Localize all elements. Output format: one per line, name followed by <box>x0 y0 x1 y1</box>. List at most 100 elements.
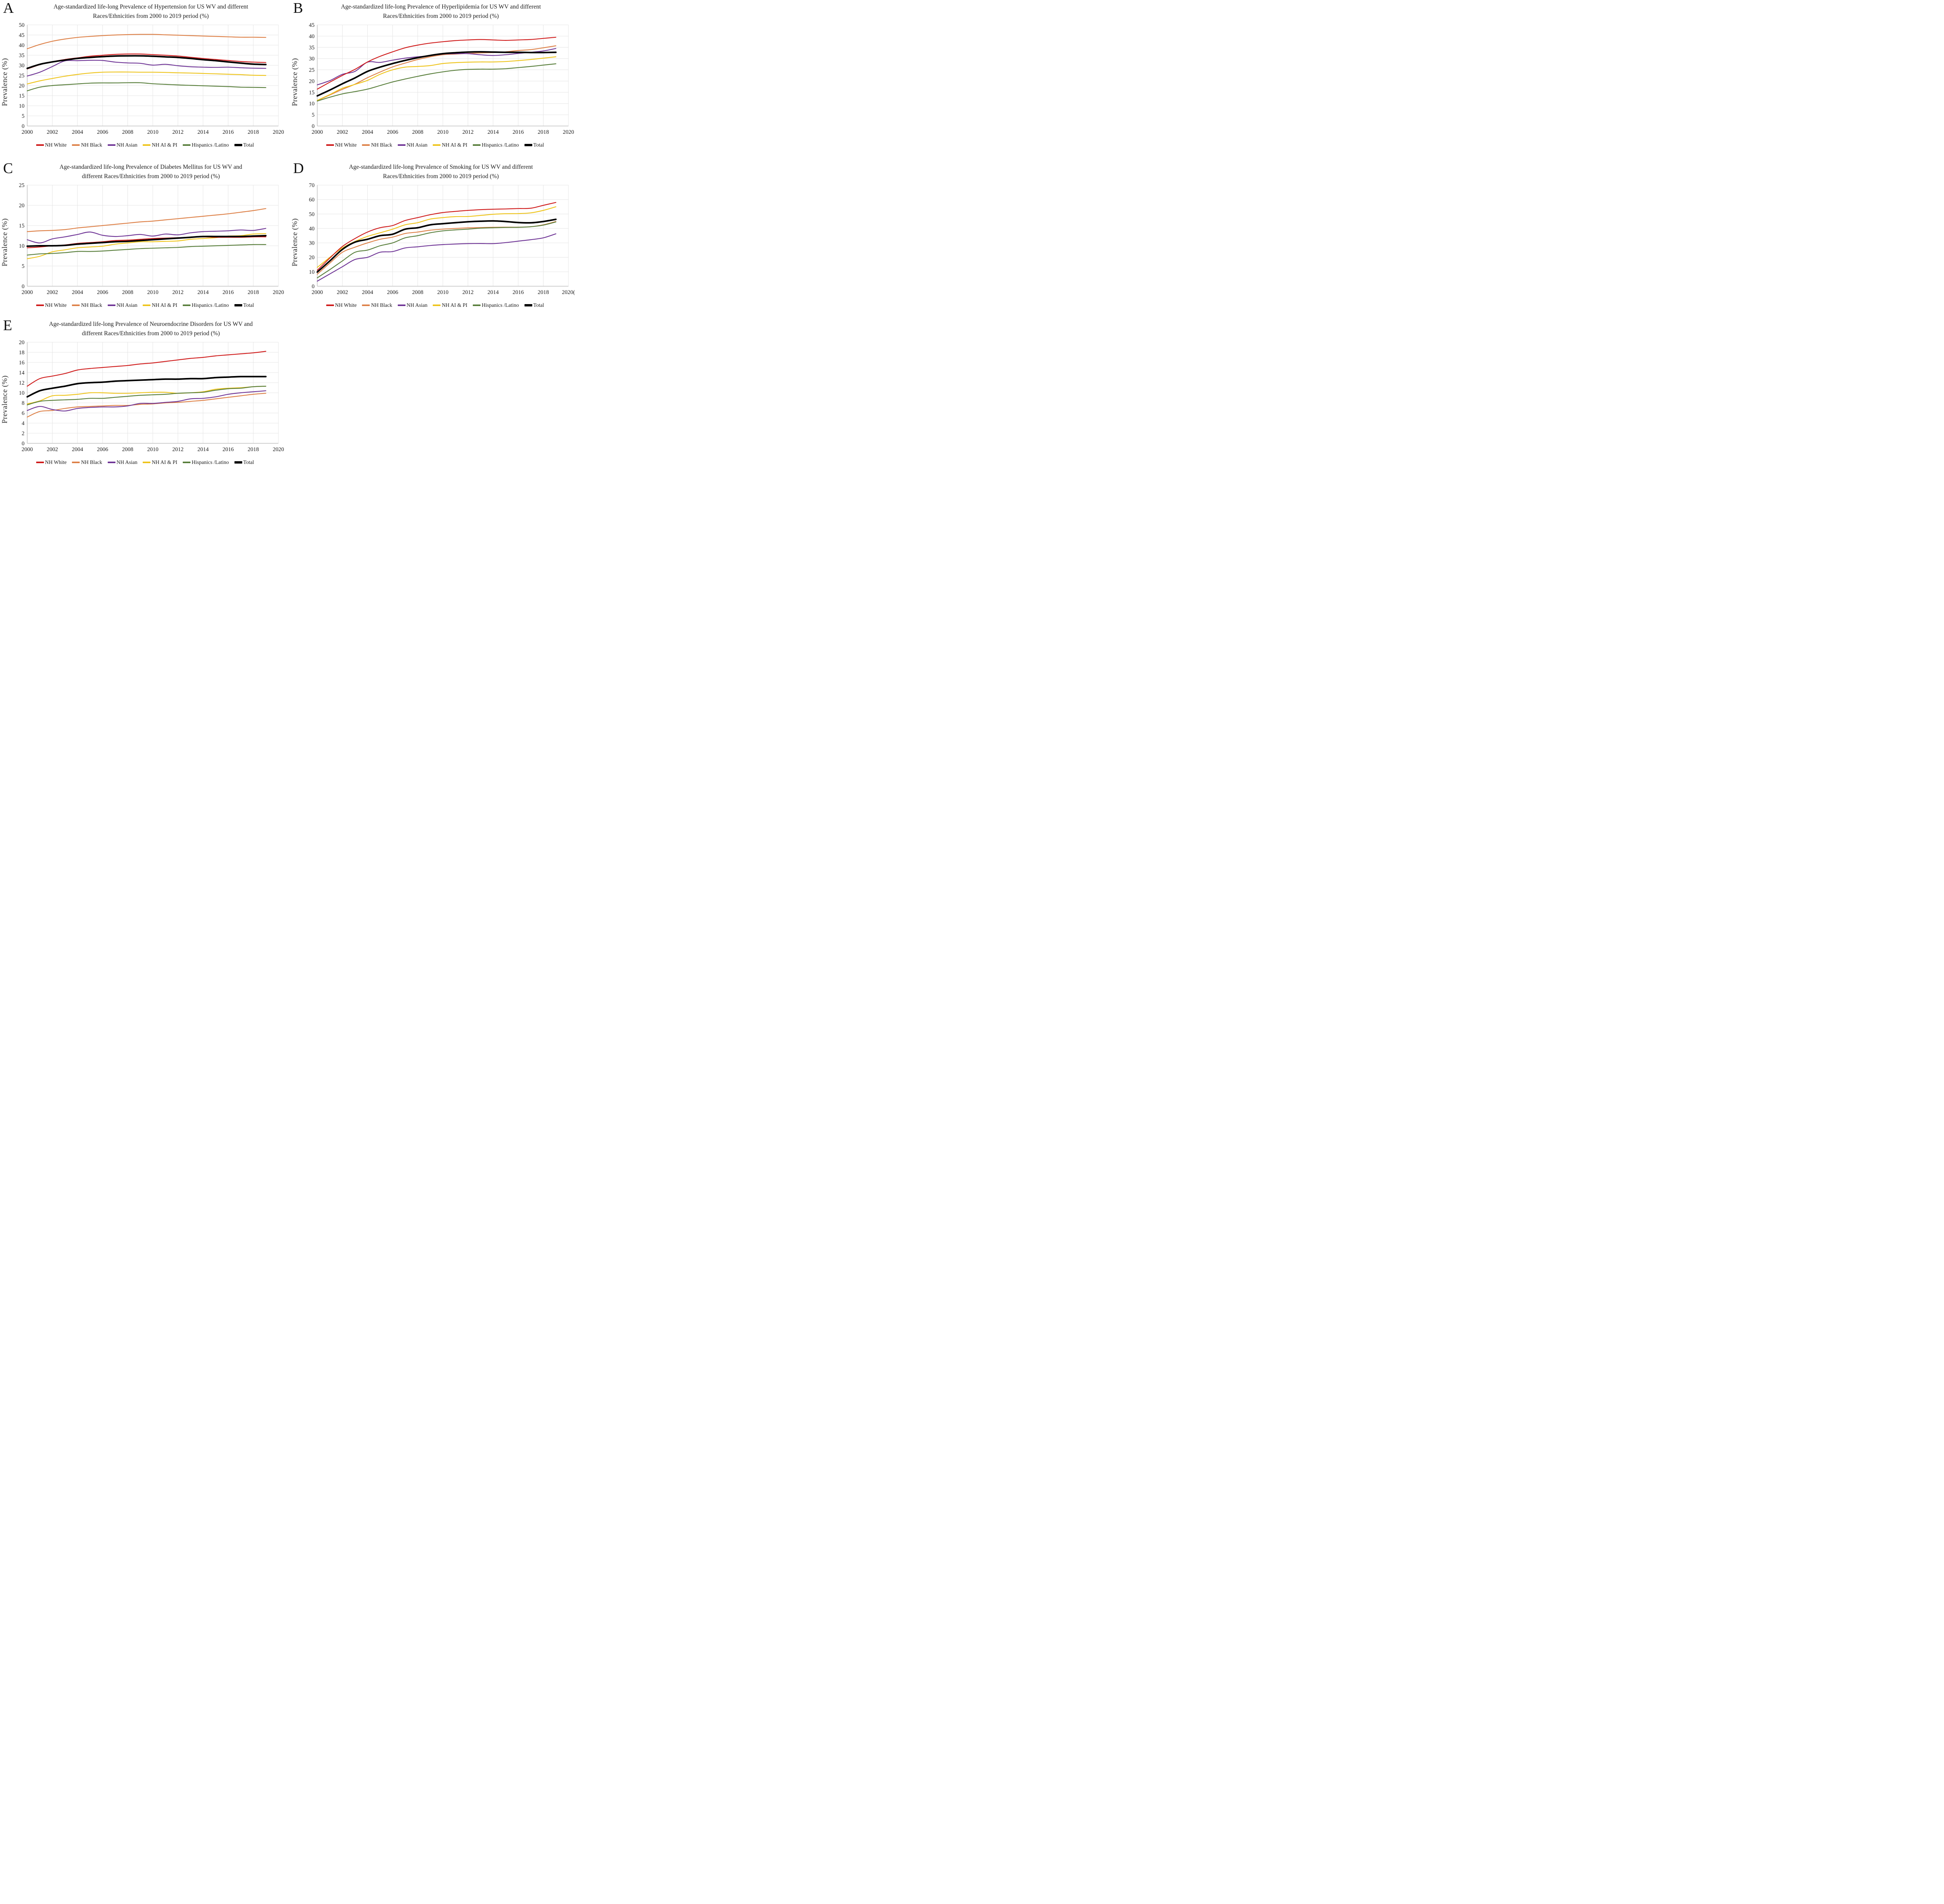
chart-title-c: Age-standardized life-long Prevalence of… <box>23 163 278 181</box>
chart-svg-d: 0 10 20 30 40 50 60 70 2000 2002 2004 2006 2008 2010 2… <box>309 182 575 296</box>
x-tick-label: 2012 <box>462 289 474 296</box>
legend-item-nh-ai-pi: NH AI & PI <box>433 302 467 308</box>
legend-label: Hispanics /Latino <box>482 142 519 148</box>
x-tick-label: 2004 <box>72 446 84 453</box>
x-tick-label: 2018 <box>538 289 549 296</box>
x-tick-label: 2010 <box>437 289 449 296</box>
y-tick-label: 10 <box>19 243 25 249</box>
panel-letter-a: A <box>3 0 14 16</box>
y-tick-label: 8 <box>22 400 24 406</box>
legend-label: NH Asian <box>116 302 138 308</box>
legend-swatch <box>36 462 44 464</box>
x-tick-label: 2002 <box>47 446 58 453</box>
x-tick-label: 2018 <box>248 446 259 453</box>
chart-svg-e: 0 2 4 6 8 10 12 14 16 18 20 2000 2002 2004 2006 2008 201… <box>19 340 284 453</box>
series-line-nh-white <box>316 37 556 90</box>
series-line-nh-white <box>26 351 266 387</box>
chart-title-b-line1: Age-standardized life-long Prevalence of… <box>341 4 541 10</box>
chart-title-a: Age-standardized life-long Prevalence of… <box>23 2 278 21</box>
y-axis-label-a: Prevalence (%) <box>1 58 9 106</box>
x-tick-label: 2002 <box>47 129 58 135</box>
legend-label: NH White <box>45 142 67 148</box>
y-tick-label: 5 <box>312 112 315 118</box>
legend-b: NH White NH Black NH Asian NH AI & PI Hispan… <box>290 142 580 148</box>
legend-item-nh-ai-pi: NH AI & PI <box>143 459 177 466</box>
x-tick-label: 2014 <box>198 446 209 453</box>
y-tick-label: 30 <box>309 56 315 62</box>
y-tick-label: 10 <box>19 390 25 396</box>
y-tick-label: 25 <box>309 67 315 74</box>
legend-swatch <box>183 304 191 306</box>
x-tick-label: 2020 <box>273 129 284 135</box>
x-tick-label: 2016 <box>512 289 524 296</box>
y-tick-label: 15 <box>19 223 25 229</box>
legend-swatch <box>183 144 191 146</box>
legend-item-nh-white: NH White <box>326 302 357 308</box>
legend-swatch <box>234 304 242 307</box>
x-tick-label: 2006 <box>97 289 108 296</box>
x-tick-label: 2012 <box>172 129 184 135</box>
series-line-total <box>26 376 267 398</box>
legend-swatch <box>234 461 242 464</box>
y-axis-label-c: Prevalence (%) <box>1 218 9 266</box>
y-tick-label: 30 <box>309 240 315 247</box>
y-tick-label: 12 <box>19 380 25 386</box>
x-tick-label: 2012 <box>462 129 474 135</box>
legend-swatch <box>433 144 441 146</box>
panel-letter-e: E <box>3 317 12 334</box>
series-line-hispanics-latino <box>316 221 556 278</box>
y-tick-label: 18 <box>19 350 25 356</box>
y-tick-label: 20 <box>309 255 315 261</box>
series-line-nh-asian <box>26 228 266 243</box>
y-tick-label: 10 <box>309 101 315 107</box>
x-tick-label: 2016 <box>512 129 524 135</box>
legend-label: Total <box>243 302 254 308</box>
legend-swatch <box>362 144 370 146</box>
x-tick-label: 2006 <box>387 129 398 135</box>
series-line-nh-ai-pi <box>26 72 266 84</box>
legend-item-nh-asian: NH Asian <box>107 459 138 466</box>
x-tick-label: 2012 <box>172 446 184 453</box>
y-axis-label-d: Prevalence (%) <box>291 218 299 266</box>
y-tick-label: 35 <box>19 52 25 59</box>
legend-label: NH Black <box>81 302 102 308</box>
legend-item-nh-asian: NH Asian <box>397 142 427 148</box>
y-tick-label: 5 <box>22 263 24 270</box>
panel-letter-b: B <box>293 0 303 16</box>
y-tick-label: 20 <box>19 203 25 209</box>
legend-a: NH White NH Black NH Asian NH AI & PI Hispan… <box>0 142 290 148</box>
chart-title-d: Age-standardized life-long Prevalence of… <box>313 163 568 181</box>
x-tick-label: 2008 <box>122 129 133 135</box>
legend-swatch <box>143 144 151 146</box>
legend-label: NH White <box>335 302 357 308</box>
x-tick-label: 2020 <box>273 446 284 453</box>
x-tick-label: 2004 <box>72 129 84 135</box>
legend-item-hispanics-latino: Hispanics /Latino <box>183 142 229 148</box>
legend-item-nh-asian: NH Asian <box>397 302 427 308</box>
legend-swatch <box>234 144 242 147</box>
series-line-total <box>316 51 557 97</box>
y-tick-label: 2 <box>22 430 24 437</box>
y-axis-label-b: Prevalence (%) <box>291 58 299 106</box>
panel-d: D Age-standardized life-long Prevalence … <box>290 160 580 317</box>
legend-swatch <box>36 144 44 146</box>
chart-svg-a: 0 5 10 15 20 25 30 35 40 45 50 2000 2002 2004 2006 2008… <box>19 22 284 135</box>
legend-item-nh-ai-pi: NH AI & PI <box>433 142 467 148</box>
series-line-nh-ai-pi <box>316 206 556 268</box>
series-line-hispanics-latino <box>26 244 266 256</box>
legend-label: NH Asian <box>116 459 138 466</box>
legend-item-nh-black: NH Black <box>362 142 392 148</box>
series-line-nh-asian <box>26 390 266 411</box>
legend-swatch <box>397 304 406 306</box>
y-tick-label: 30 <box>19 63 25 69</box>
legend-item-nh-black: NH Black <box>362 302 392 308</box>
chart-title-d-line1: Age-standardized life-long Prevalence of… <box>349 164 533 170</box>
chart-plot-a: 0 5 10 15 20 25 30 35 40 45 50 2000 2002 2004 2006 2008… <box>10 22 285 142</box>
x-tick-label: 2010 <box>147 129 159 135</box>
x-tick-label: 2000 <box>312 289 323 296</box>
chart-plot-d: 0 10 20 30 40 50 60 70 2000 2002 2004 2006 2008 2010 2… <box>300 182 575 302</box>
x-tick-label: 2004 <box>362 289 374 296</box>
y-tick-label: 70 <box>309 182 315 189</box>
y-tick-label: 50 <box>19 22 25 28</box>
legend-item-nh-asian: NH Asian <box>107 142 137 148</box>
